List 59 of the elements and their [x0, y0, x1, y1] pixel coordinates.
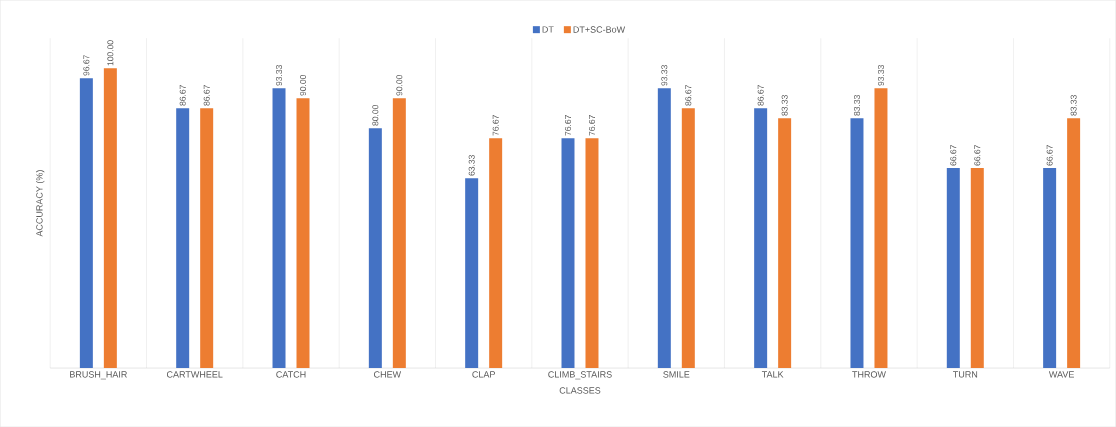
- data-label: 86.67: [685, 85, 692, 106]
- bar: [561, 138, 575, 368]
- x-tick-label: TURN: [953, 371, 978, 378]
- bar: [1067, 118, 1081, 368]
- bar: [850, 118, 864, 368]
- data-label: 66.67: [950, 144, 957, 166]
- x-tick-label: TALK: [761, 371, 784, 378]
- data-label: 76.67: [564, 114, 571, 136]
- data-label: 83.33: [781, 94, 788, 116]
- bar: [657, 88, 671, 368]
- legend-label: DT+SC-BoW: [573, 26, 626, 33]
- bar: [681, 108, 695, 368]
- x-tick-label: SMILE: [663, 371, 690, 378]
- data-label: 93.33: [661, 64, 668, 86]
- data-label: 66.67: [974, 144, 981, 166]
- x-tick-label: WAVE: [1048, 371, 1074, 378]
- x-tick-label: CARTWHEEL: [166, 371, 223, 378]
- data-label: 83.33: [1070, 94, 1077, 116]
- data-label: 83.33: [853, 94, 860, 116]
- data-label: 80.00: [372, 104, 379, 126]
- x-tick-label: CHEW: [374, 371, 402, 378]
- data-label: 86.67: [203, 85, 210, 106]
- x-tick-label: CLIMB_STAIRS: [548, 371, 612, 380]
- data-label: 96.67: [83, 55, 90, 76]
- bar: [103, 68, 117, 368]
- bar: [1043, 168, 1057, 368]
- y-axis-title: ACCURACY (%): [36, 170, 45, 237]
- bar: [489, 138, 503, 368]
- x-tick-label: BRUSH_HAIR: [70, 371, 127, 380]
- x-axis-title: CLASSES: [559, 387, 601, 394]
- legend-label: DT: [542, 26, 554, 33]
- x-tick-label: CLAP: [472, 371, 495, 378]
- bar: [465, 178, 479, 368]
- bar: [176, 108, 190, 368]
- x-tick-label: CATCH: [276, 371, 306, 378]
- bar: [79, 78, 93, 368]
- data-label: 76.67: [588, 114, 595, 136]
- data-label: 93.33: [877, 64, 884, 86]
- bar: [368, 128, 382, 368]
- bar: [874, 88, 888, 368]
- data-label: 86.67: [179, 85, 186, 106]
- data-label: 63.33: [468, 154, 475, 176]
- data-label: 76.67: [492, 114, 499, 136]
- data-label: 90.00: [396, 74, 403, 96]
- data-label: 86.67: [757, 85, 764, 106]
- bar: [272, 88, 286, 368]
- bar: [296, 98, 310, 368]
- data-label: 66.67: [1046, 144, 1053, 166]
- bar: [585, 138, 599, 368]
- data-label: 93.33: [276, 64, 283, 86]
- bar: [970, 168, 984, 368]
- bar: [754, 108, 768, 368]
- bar: [392, 98, 406, 368]
- bar: [778, 118, 792, 368]
- data-label: 90.00: [300, 74, 307, 96]
- bar: [946, 168, 960, 368]
- bar: [200, 108, 214, 368]
- x-tick-label: THROW: [852, 371, 886, 378]
- data-label: 100.00: [107, 40, 114, 66]
